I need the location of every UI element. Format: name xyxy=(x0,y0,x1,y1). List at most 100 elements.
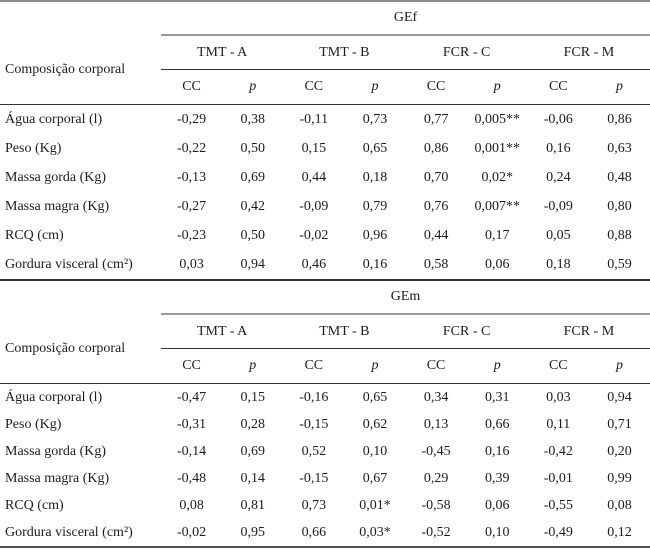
cell-value: -0,29 xyxy=(176,111,207,127)
cell-value: 0,73 xyxy=(362,111,388,127)
row-label: RCQ (cm) xyxy=(5,227,64,243)
cell-value: 0,80 xyxy=(607,198,632,214)
col-header-p: p xyxy=(222,348,284,384)
table-row: Massa gorda (Kg) -0,14 0,69 0,52 0,10 -0… xyxy=(0,438,650,465)
cell-value: 0,86 xyxy=(607,111,632,127)
cell-value: 0,52 xyxy=(301,443,327,459)
cell-value: -0,06 xyxy=(543,111,573,127)
cell-value: 0,001** xyxy=(474,140,520,156)
row-label: Gordura visceral (cm²) xyxy=(5,524,133,540)
cell-value: 0,29 xyxy=(423,470,449,486)
col-header-cc: CC xyxy=(405,69,467,105)
cell-value: 0,03 xyxy=(179,256,204,272)
cell-value: 0,31 xyxy=(484,389,510,405)
cell-value: 0,77 xyxy=(423,111,449,127)
group-header-fcr-c: FCR - C xyxy=(405,35,528,70)
cell-value: -0,15 xyxy=(299,416,329,432)
cell-value: 0,65 xyxy=(362,140,388,156)
cell-value: -0,45 xyxy=(421,443,451,459)
cell-value: 0,94 xyxy=(240,256,265,272)
cell-value: 0,14 xyxy=(240,470,265,486)
cell-value: 0,42 xyxy=(240,198,265,214)
col-header-p: p xyxy=(344,348,406,384)
gem-table: GEm Composição corporal TMT - A TMT - B … xyxy=(0,281,650,548)
cell-value: 0,13 xyxy=(423,416,449,432)
group-header-tmt-a: TMT - A xyxy=(161,314,284,349)
row-label: Massa magra (Kg) xyxy=(5,198,110,214)
cell-value: 0,44 xyxy=(301,169,327,185)
cell-value: 0,50 xyxy=(240,227,265,243)
cell-value: 0,20 xyxy=(607,443,632,459)
row-header-composicao-corporal: Composição corporal xyxy=(0,314,161,384)
col-header-cc: CC xyxy=(283,348,345,384)
cell-value: 0,70 xyxy=(423,169,449,185)
cell-value: -0,02 xyxy=(299,227,329,243)
cell-value: 0,34 xyxy=(423,389,449,405)
cell-value: 0,12 xyxy=(607,524,632,540)
row-label: RCQ (cm) xyxy=(5,497,64,513)
row-header-composicao-corporal: Composição corporal xyxy=(0,35,161,105)
cell-value: -0,49 xyxy=(543,524,573,540)
cell-value: 0,10 xyxy=(484,524,510,540)
table-row: Gordura visceral (cm²) 0,03 0,94 0,46 0,… xyxy=(0,250,650,280)
col-header-cc: CC xyxy=(527,69,589,105)
row-label: Gordura visceral (cm²) xyxy=(5,256,133,272)
cell-value: 0,007** xyxy=(474,198,520,214)
cell-value: -0,58 xyxy=(421,497,451,513)
cell-value: 0,03 xyxy=(546,389,571,405)
row-label: Água corporal (l) xyxy=(5,389,103,405)
col-header-cc: CC xyxy=(161,69,223,105)
cell-value: 0,86 xyxy=(423,140,449,156)
cell-value: 0,05 xyxy=(546,227,571,243)
row-label: Peso (Kg) xyxy=(5,140,62,156)
cell-value: 0,73 xyxy=(301,497,327,513)
cell-value: -0,15 xyxy=(299,470,329,486)
row-label: Massa gorda (Kg) xyxy=(5,169,107,185)
cell-value: 0,08 xyxy=(179,497,204,513)
cell-value: 0,88 xyxy=(607,227,632,243)
col-header-cc: CC xyxy=(527,348,589,384)
cell-value: 0,38 xyxy=(240,111,265,127)
cell-value: 0,16 xyxy=(484,443,510,459)
cell-value: 0,66 xyxy=(484,416,510,432)
col-header-p: p xyxy=(222,69,284,105)
cell-value: -0,02 xyxy=(176,524,207,540)
col-header-cc: CC xyxy=(161,348,223,384)
table-row: Água corporal (l) -0,29 0,38 -0,11 0,73 … xyxy=(0,105,650,135)
group-header-tmt-b: TMT - B xyxy=(283,314,406,349)
cell-value: -0,55 xyxy=(543,497,573,513)
cell-value: -0,42 xyxy=(543,443,573,459)
table-row: Massa magra (Kg) -0,48 0,14 -0,15 0,67 0… xyxy=(0,465,650,492)
empty-corner xyxy=(0,281,161,314)
col-header-cc: CC xyxy=(283,69,345,105)
cell-value: 0,48 xyxy=(607,169,632,185)
col-header-p: p xyxy=(588,348,650,384)
table-row: Massa gorda (Kg) -0,13 0,69 0,44 0,18 0,… xyxy=(0,163,650,192)
cell-value: -0,27 xyxy=(176,198,207,214)
cell-value: 0,28 xyxy=(240,416,265,432)
cell-value: 0,69 xyxy=(240,169,265,185)
col-header-p: p xyxy=(466,69,528,105)
row-label: Massa gorda (Kg) xyxy=(5,443,107,459)
gem-group-header-row: Composição corporal TMT - A TMT - B FCR … xyxy=(0,314,650,384)
cell-value: 0,06 xyxy=(484,256,510,272)
cell-value: -0,16 xyxy=(299,389,329,405)
cell-value: 0,63 xyxy=(607,140,632,156)
cell-value: 0,18 xyxy=(546,256,571,272)
col-header-cc: CC xyxy=(405,348,467,384)
group-header-fcr-c: FCR - C xyxy=(405,314,528,349)
cell-value: -0,23 xyxy=(176,227,207,243)
table-row: Peso (Kg) -0,31 0,28 -0,15 0,62 0,13 0,6… xyxy=(0,411,650,438)
cell-value: 0,94 xyxy=(607,389,632,405)
cell-value: 0,44 xyxy=(423,227,449,243)
cell-value: 0,39 xyxy=(484,470,510,486)
gef-subheader-row: CC p CC p CC p CC p xyxy=(0,69,650,105)
table-title-gem: GEm xyxy=(161,281,650,315)
cell-value: 0,50 xyxy=(240,140,265,156)
col-header-p: p xyxy=(466,348,528,384)
cell-value: 0,24 xyxy=(546,169,571,185)
cell-value: 0,17 xyxy=(484,227,510,243)
cell-value: 0,16 xyxy=(546,140,571,156)
cell-value: 0,95 xyxy=(240,524,265,540)
cell-value: 0,58 xyxy=(423,256,449,272)
